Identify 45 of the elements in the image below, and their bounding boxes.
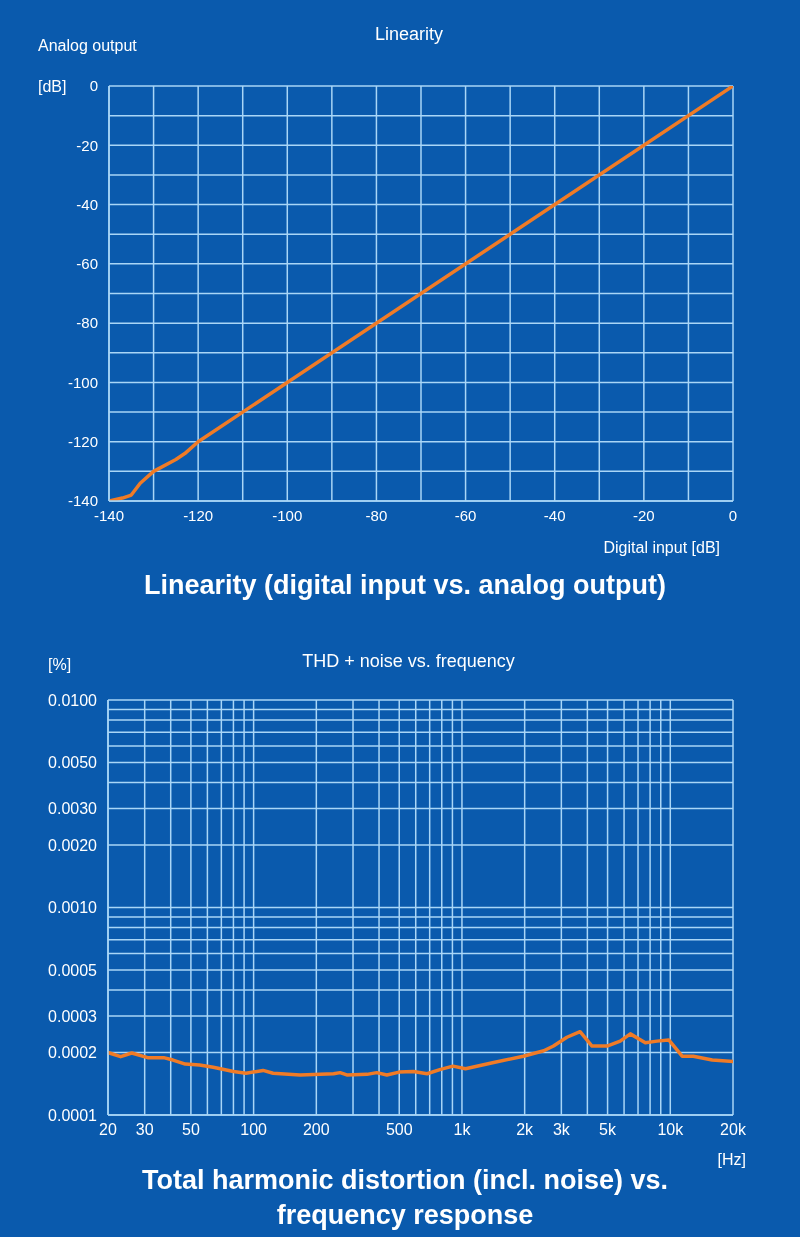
x-tick-label: 2k: [516, 1121, 535, 1139]
y-axis-title: [%]: [48, 656, 72, 673]
x-tick-label: -60: [454, 506, 477, 524]
y-axis-title: Analog output: [38, 37, 137, 54]
text: Total harmonic distortion (incl. noise) vs. frequency response: [140, 1164, 670, 1232]
chart-subtitle: THD + noise vs. frequency: [302, 651, 515, 671]
y-tick-label: -120: [67, 433, 98, 451]
chart-subtitle: Linearity: [374, 24, 444, 44]
x-tick-label: 5k: [599, 1121, 618, 1139]
x-tick-label: 3k: [552, 1121, 571, 1139]
y-tick-label: 0.0020: [48, 836, 98, 854]
y-tick-label: -20: [76, 136, 98, 154]
y-tick-label: 0.0002: [48, 1044, 98, 1062]
y-tick-label: 0.0030: [48, 800, 98, 818]
y-tick-label: 0.0100: [48, 691, 98, 709]
x-axis-title: [Hz]: [717, 1151, 746, 1168]
x-tick-label: -20: [633, 506, 655, 524]
x-tick-label: 200: [302, 1121, 330, 1139]
x-tick-label: -40: [543, 506, 566, 524]
x-tick-label: -120: [183, 506, 214, 524]
x-tick-label: 500: [385, 1121, 413, 1139]
y-tick-label: -40: [76, 195, 98, 213]
y-tick-label: 0.0001: [48, 1106, 98, 1124]
y-tick-label: 0.0003: [48, 1007, 98, 1025]
y-tick-label: 0.0050: [48, 754, 98, 772]
x-tick-label: 20k: [720, 1121, 747, 1139]
x-axis-title: Digital input [dB]: [603, 539, 720, 556]
x-tick-label: 20: [99, 1121, 117, 1139]
text: Linearity (digital input vs. analog output): [143, 569, 667, 602]
line-series: [109, 86, 733, 501]
y-tick-label: -80: [76, 314, 98, 332]
x-tick-label: 10k: [657, 1121, 685, 1139]
y-tick-label: 0.0005: [48, 961, 98, 979]
x-tick-label: -80: [365, 506, 388, 524]
y-tick-label: 0: [89, 77, 98, 95]
x-tick-label: 50: [182, 1121, 200, 1139]
x-tick-label: 1k: [453, 1121, 472, 1139]
y-tick-label: 0.0010: [48, 899, 98, 917]
text: [dB]: [38, 78, 67, 95]
y-tick-label: -100: [67, 373, 98, 391]
y-tick-label: -60: [76, 255, 98, 273]
x-tick-label: 100: [240, 1121, 268, 1139]
x-tick-label: 0: [728, 506, 738, 524]
x-tick-label: 30: [135, 1121, 154, 1139]
x-tick-label: -100: [272, 506, 303, 524]
